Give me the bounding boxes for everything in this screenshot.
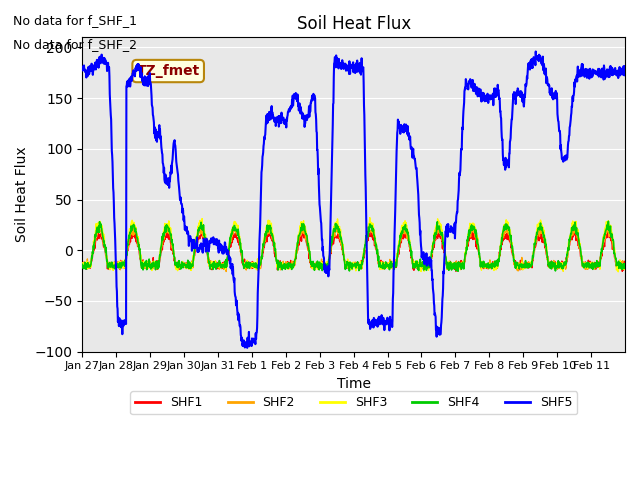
Text: No data for f_SHF_2: No data for f_SHF_2 <box>13 38 137 51</box>
Legend: SHF1, SHF2, SHF3, SHF4, SHF5: SHF1, SHF2, SHF3, SHF4, SHF5 <box>130 391 577 414</box>
X-axis label: Time: Time <box>337 377 371 391</box>
Text: No data for f_SHF_1: No data for f_SHF_1 <box>13 14 137 27</box>
Title: Soil Heat Flux: Soil Heat Flux <box>296 15 411 33</box>
Text: TZ_fmet: TZ_fmet <box>136 64 200 78</box>
Y-axis label: Soil Heat Flux: Soil Heat Flux <box>15 146 29 242</box>
